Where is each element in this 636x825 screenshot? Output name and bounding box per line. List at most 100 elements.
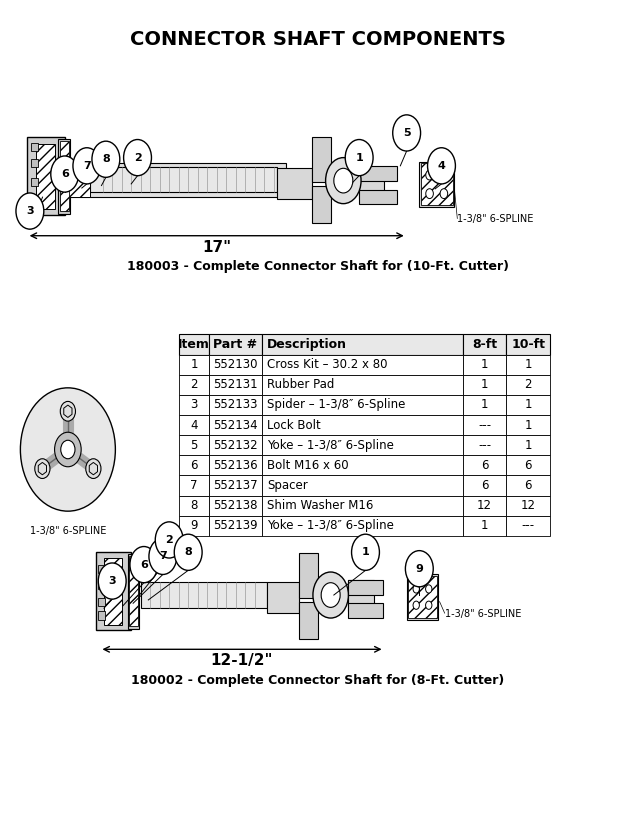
Text: 9: 9 — [415, 563, 423, 573]
Bar — [179, 375, 209, 395]
Text: 552136: 552136 — [213, 459, 258, 472]
Bar — [261, 516, 463, 535]
Bar — [506, 415, 550, 435]
Circle shape — [313, 572, 349, 618]
Bar — [209, 395, 261, 415]
Circle shape — [427, 148, 455, 184]
Bar — [31, 143, 38, 151]
Text: 3: 3 — [190, 398, 198, 412]
Bar — [261, 496, 463, 516]
Text: 552130: 552130 — [213, 358, 258, 371]
Circle shape — [345, 139, 373, 176]
Bar — [463, 435, 506, 455]
Bar — [506, 355, 550, 375]
Bar — [209, 496, 261, 516]
Bar — [209, 375, 261, 395]
Text: Shim Washer M16: Shim Washer M16 — [266, 499, 373, 512]
Text: 3: 3 — [26, 206, 34, 216]
Text: 552131: 552131 — [213, 378, 258, 391]
Bar — [179, 455, 209, 475]
Bar — [141, 582, 267, 608]
Text: 12: 12 — [521, 499, 536, 512]
Text: 1: 1 — [481, 519, 488, 532]
Text: Spacer: Spacer — [266, 479, 308, 492]
Bar — [261, 415, 463, 435]
Bar — [179, 435, 209, 455]
Text: 552137: 552137 — [213, 479, 258, 492]
Text: Item: Item — [178, 338, 210, 351]
Text: 180003 - Complete Connector Shaft for (10-Ft. Cutter): 180003 - Complete Connector Shaft for (1… — [127, 261, 509, 273]
Text: 4: 4 — [190, 418, 198, 431]
Text: 1: 1 — [481, 358, 488, 371]
Circle shape — [326, 158, 361, 204]
Circle shape — [99, 563, 126, 599]
Text: 552132: 552132 — [213, 439, 258, 451]
Bar — [59, 139, 70, 214]
Circle shape — [425, 601, 432, 610]
Text: 6: 6 — [525, 479, 532, 492]
Bar — [31, 196, 38, 205]
Circle shape — [123, 139, 151, 176]
Bar — [261, 395, 463, 415]
Text: 8: 8 — [190, 499, 198, 512]
Text: Cross Kit – 30.2 x 80: Cross Kit – 30.2 x 80 — [266, 358, 387, 371]
Circle shape — [174, 535, 202, 570]
Bar — [506, 475, 550, 496]
Bar — [506, 516, 550, 535]
Circle shape — [413, 585, 419, 593]
Text: 2: 2 — [525, 378, 532, 391]
Bar — [209, 334, 261, 355]
Text: 6: 6 — [140, 559, 148, 569]
Bar — [506, 395, 550, 415]
Circle shape — [440, 170, 448, 180]
Bar — [179, 355, 209, 375]
Bar — [463, 334, 506, 355]
Text: Rubber Pad: Rubber Pad — [266, 378, 334, 391]
Text: 8: 8 — [184, 547, 192, 557]
Circle shape — [405, 550, 433, 587]
Text: 1: 1 — [525, 418, 532, 431]
FancyBboxPatch shape — [408, 576, 437, 618]
Text: 1: 1 — [525, 398, 532, 412]
Circle shape — [86, 459, 101, 478]
Text: Description: Description — [266, 338, 347, 351]
FancyBboxPatch shape — [60, 141, 69, 211]
Bar — [359, 166, 397, 181]
Bar — [419, 162, 454, 207]
Text: 1: 1 — [481, 398, 488, 412]
Circle shape — [352, 535, 380, 570]
Circle shape — [413, 601, 419, 610]
Bar — [359, 190, 397, 205]
Bar — [299, 553, 318, 598]
Text: 5: 5 — [403, 128, 410, 138]
Text: 1: 1 — [362, 547, 370, 557]
Circle shape — [51, 156, 79, 192]
Bar — [99, 611, 104, 620]
Bar — [506, 435, 550, 455]
Text: 8-ft: 8-ft — [472, 338, 497, 351]
Text: 1-3/8" 6-SPLINE: 1-3/8" 6-SPLINE — [457, 214, 534, 224]
Bar — [65, 163, 286, 197]
Text: 12: 12 — [477, 499, 492, 512]
Bar — [506, 455, 550, 475]
Circle shape — [130, 546, 158, 582]
Circle shape — [334, 168, 353, 193]
Bar — [209, 516, 261, 535]
Text: 2: 2 — [190, 378, 198, 391]
Text: Spider – 1-3/8″ 6-Spline: Spider – 1-3/8″ 6-Spline — [266, 398, 405, 412]
Text: 552133: 552133 — [213, 398, 258, 412]
Text: 1-3/8" 6-SPLINE: 1-3/8" 6-SPLINE — [445, 609, 521, 619]
Text: 9: 9 — [190, 519, 198, 532]
Circle shape — [60, 402, 76, 421]
Text: Part #: Part # — [214, 338, 258, 351]
Bar — [463, 455, 506, 475]
Circle shape — [61, 441, 75, 459]
Bar — [99, 564, 104, 573]
Circle shape — [425, 170, 433, 180]
Bar — [312, 137, 331, 182]
Text: Bolt M16 x 60: Bolt M16 x 60 — [266, 459, 349, 472]
Bar — [261, 475, 463, 496]
Text: 8: 8 — [102, 154, 110, 164]
Text: 1: 1 — [525, 439, 532, 451]
Bar — [463, 395, 506, 415]
